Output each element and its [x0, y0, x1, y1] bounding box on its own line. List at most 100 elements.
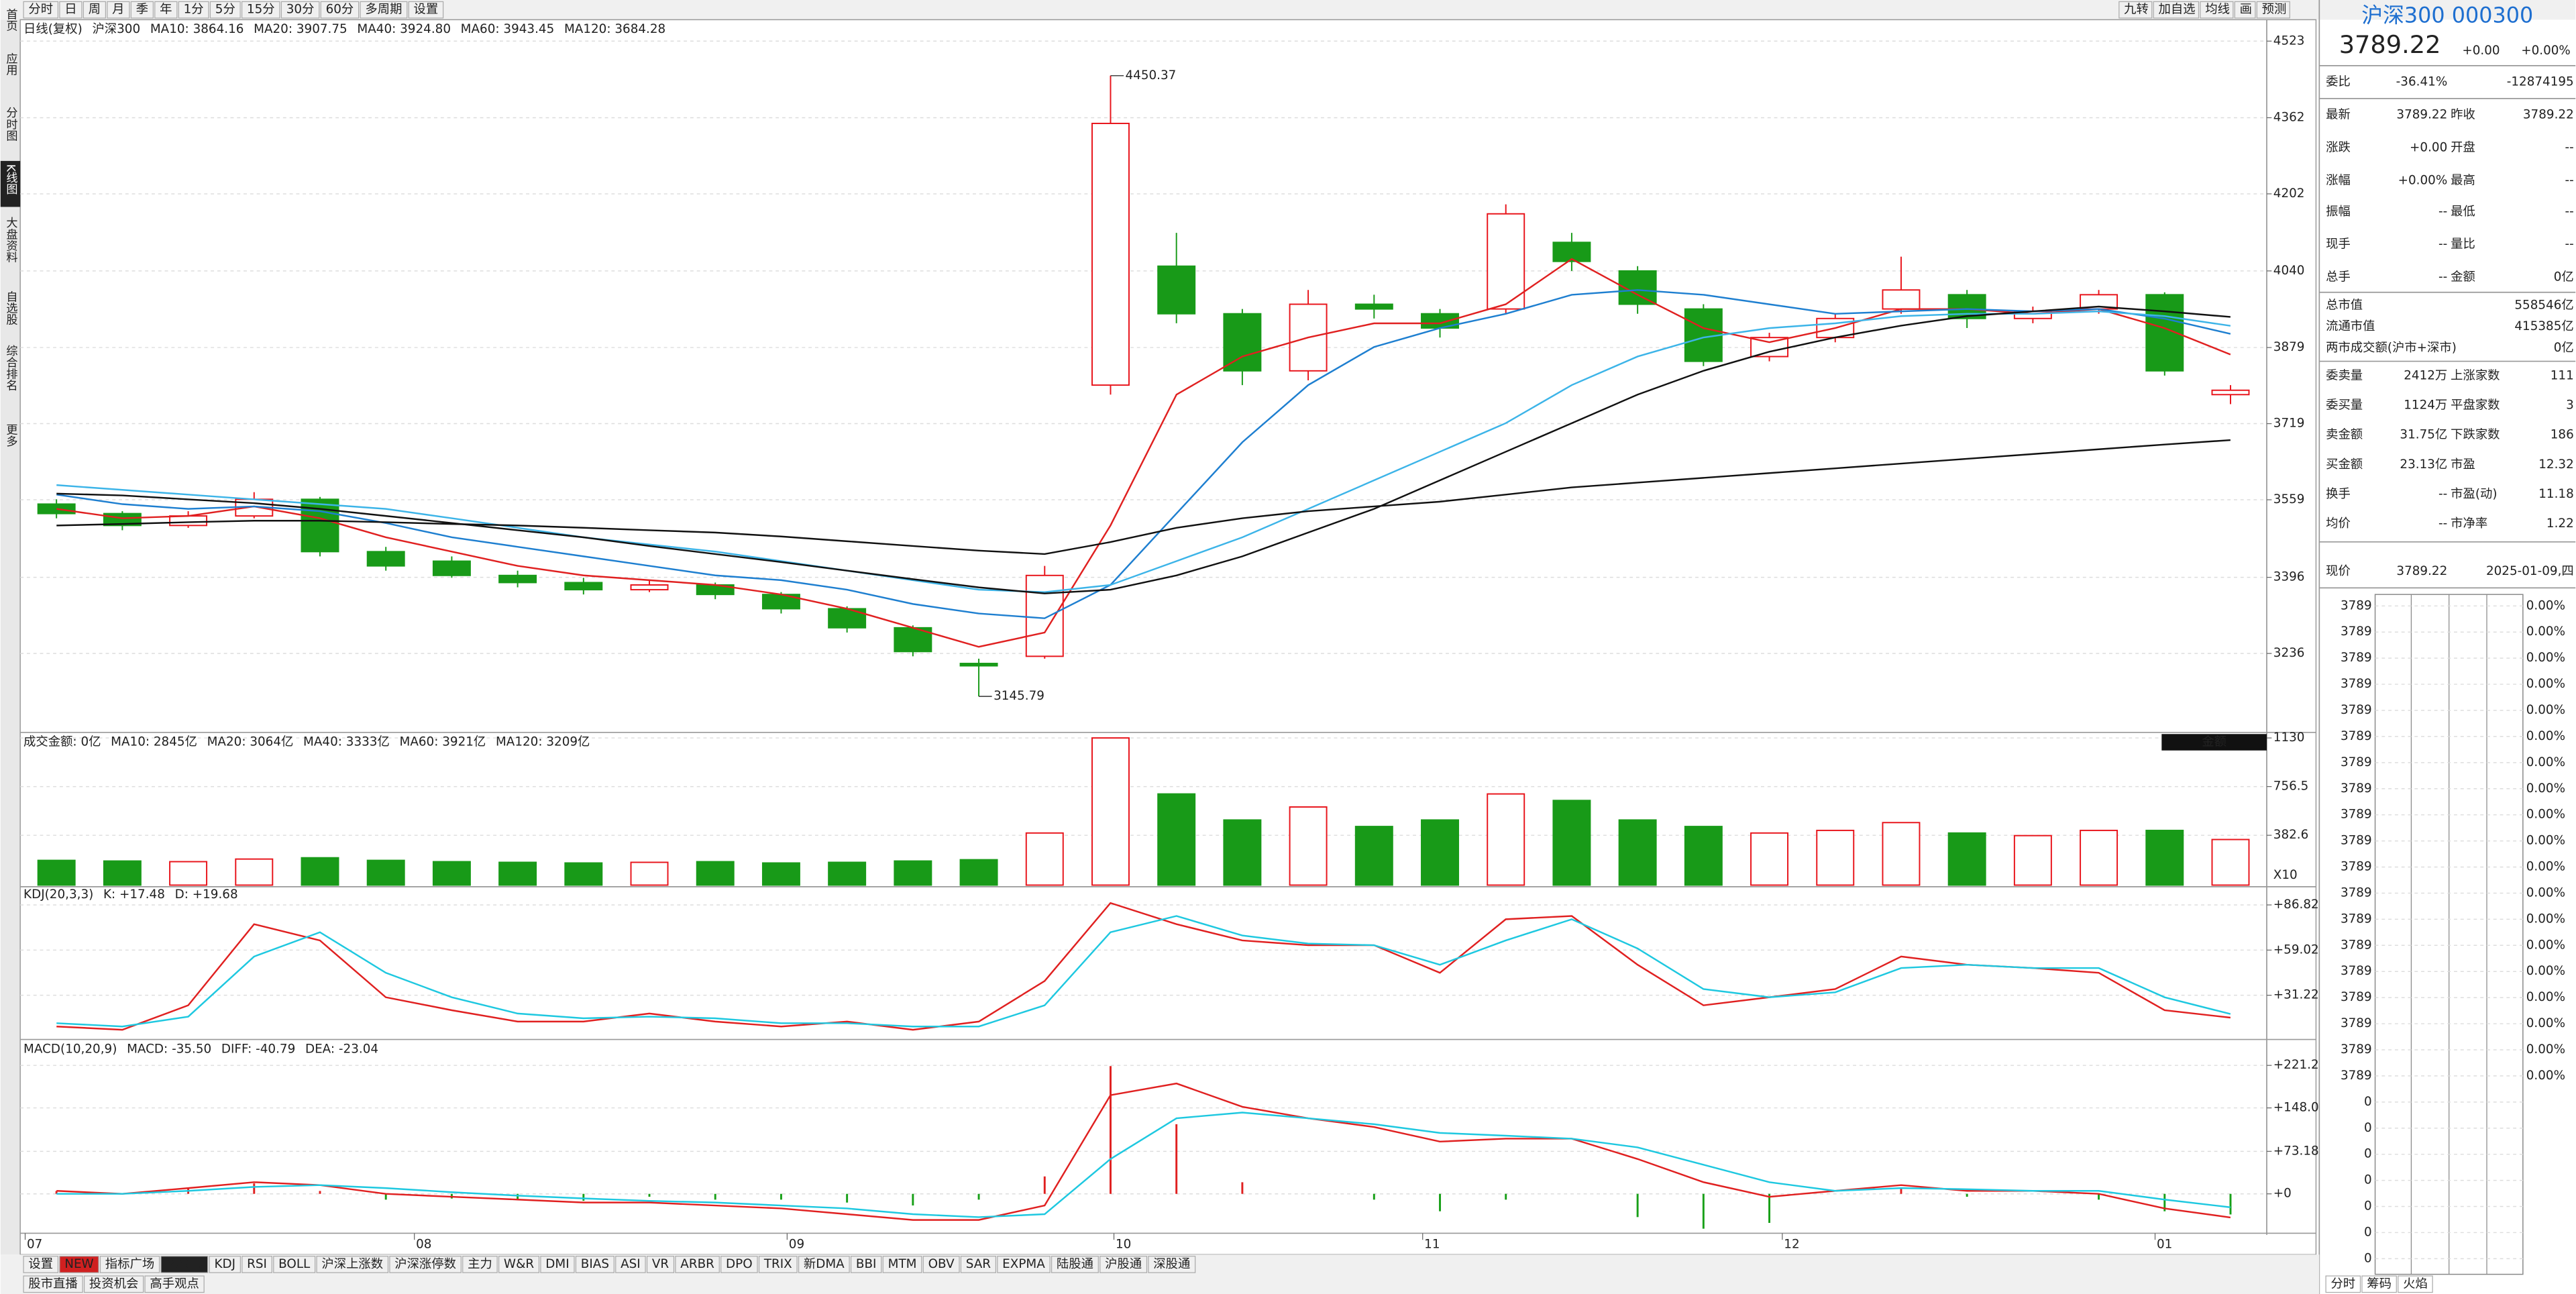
indicator-tab-border	[59, 1256, 99, 1273]
bottom-link[interactable]: 投资机会	[89, 1277, 138, 1291]
toolbar-button[interactable]: 日	[64, 3, 76, 17]
indicator-tab[interactable]: RSI	[247, 1257, 267, 1271]
panel-tab-border	[2398, 1275, 2433, 1293]
indicator-tab[interactable]: SAR	[966, 1257, 991, 1271]
legend-entry: MA40: 3924.80	[357, 22, 451, 36]
toolbar-button[interactable]: 多周期	[365, 3, 402, 17]
minute-pct: 0.00%	[2526, 677, 2565, 691]
quote-value: 11.18	[2538, 487, 2574, 501]
indicator-tab[interactable]: DPO	[726, 1257, 753, 1271]
candle-body	[1091, 123, 1130, 386]
quote-label: 量比	[2451, 237, 2475, 252]
bottom-link[interactable]: 股市直播	[28, 1277, 77, 1291]
candle-body	[37, 503, 76, 515]
sidebar-item[interactable]: 综合排名	[3, 345, 17, 391]
toolbar-button[interactable]: 季	[136, 3, 148, 17]
toolbar-button[interactable]: 分时	[28, 3, 53, 17]
indicator-tab[interactable]: BBI	[856, 1257, 877, 1271]
indicator-tab[interactable]: TRIX	[763, 1257, 792, 1271]
minute-pct: 0.00%	[2526, 834, 2565, 848]
y-tick-label: +59.02	[2273, 942, 2319, 957]
indicator-tab-border	[160, 1256, 209, 1273]
minute-price: 3789	[2341, 703, 2372, 717]
panel-tab[interactable]: 火焰	[2403, 1277, 2428, 1291]
sidebar-item[interactable]: 分时图	[3, 107, 17, 141]
indicator-tab[interactable]: BOLL	[278, 1257, 311, 1271]
toolbar-button[interactable]: 设置	[414, 3, 439, 17]
indicator-tab[interactable]: VR	[652, 1257, 669, 1271]
indicator-tab-border	[241, 1256, 272, 1273]
indicator-tab[interactable]: W&R	[504, 1257, 534, 1271]
toolbar-button[interactable]: 月	[112, 3, 124, 17]
quote-change-pct: +0.00%	[2521, 44, 2571, 58]
indicator-tab[interactable]: BIAS	[581, 1257, 609, 1271]
indicator-tab[interactable]: MACD	[166, 1257, 203, 1271]
panel-button-bg[interactable]	[2161, 734, 2267, 751]
indicator-tab[interactable]: ARBR	[680, 1257, 714, 1271]
indicator-tab[interactable]: 深股通	[1153, 1257, 1190, 1271]
toolbar-button[interactable]: 画	[2240, 3, 2252, 17]
sidebar-item[interactable]: 更多	[3, 424, 17, 447]
toolbar-button[interactable]: 60分	[326, 3, 354, 17]
panel-button[interactable]: 金额	[2202, 735, 2226, 749]
indicator-tab[interactable]: KDJ	[214, 1257, 235, 1271]
x-tick-label: 12	[1784, 1238, 1799, 1252]
minute-price: 0	[2364, 1251, 2372, 1265]
indicator-tab-border	[850, 1256, 882, 1273]
indicator-tab-border	[498, 1256, 540, 1273]
indicator-tab[interactable]: 新DMA	[804, 1257, 845, 1271]
minute-price: 3789	[2341, 651, 2372, 665]
quote-value: 111	[2551, 369, 2574, 383]
minute-price: 3789	[2341, 964, 2372, 978]
minute-pct: 0.00%	[2526, 1016, 2565, 1030]
minute-price: 3789	[2341, 1042, 2372, 1057]
indicator-tab[interactable]: OBV	[928, 1257, 955, 1271]
indicator-tab[interactable]: NEW	[64, 1257, 93, 1271]
quote-label: 现手	[2326, 237, 2351, 252]
indicator-tab[interactable]: 陆股通	[1057, 1257, 1093, 1271]
quote-value: --	[2438, 517, 2447, 531]
indicator-tab[interactable]: 沪深涨停数	[394, 1257, 456, 1271]
toolbar-button[interactable]: 九转	[2124, 3, 2149, 17]
sidebar-item[interactable]: 应用	[3, 52, 17, 76]
indicator-tab[interactable]: 主力	[468, 1257, 492, 1271]
indicator-tab[interactable]: 沪股通	[1105, 1257, 1142, 1271]
x-tick-label: 11	[1424, 1238, 1440, 1252]
toolbar-button[interactable]: 预测	[2262, 3, 2287, 17]
toolbar-button[interactable]: 均线	[2205, 3, 2230, 17]
sidebar-item[interactable]: 首页	[3, 8, 17, 31]
indicator-tab[interactable]: MTM	[888, 1257, 917, 1271]
legend-entry: MA60: 3921亿	[400, 735, 486, 749]
sidebar-item[interactable]: 自选股	[3, 290, 17, 325]
toolbar-button[interactable]: 30分	[286, 3, 315, 17]
indicator-tab[interactable]: DMI	[545, 1257, 569, 1271]
toolbar-button-border	[59, 1, 83, 19]
indicator-tab-border	[209, 1256, 241, 1273]
sidebar-item[interactable]: K线图	[3, 164, 17, 195]
candle-body	[2211, 389, 2250, 396]
toolbar-button[interactable]: 1分	[184, 3, 204, 17]
panel-tab[interactable]: 筹码	[2367, 1277, 2392, 1291]
indicator-tab[interactable]: EXPMA	[1002, 1257, 1045, 1271]
panel-tab[interactable]: 分时	[2330, 1277, 2355, 1291]
indicator-tab[interactable]: 沪深上涨数	[321, 1257, 383, 1271]
indicator-tab[interactable]: ASI	[621, 1257, 641, 1271]
x-tick-label: 08	[416, 1238, 431, 1252]
legend-entry: MA60: 3943.45	[461, 22, 555, 36]
quote-label: 流通市值	[2326, 319, 2375, 333]
legend-entry: MA40: 3333亿	[303, 735, 390, 749]
toolbar-button[interactable]: 15分	[247, 3, 275, 17]
toolbar-button[interactable]: 5分	[215, 3, 235, 17]
sidebar-item[interactable]: 大盘资料	[3, 217, 17, 263]
indicator-tab[interactable]: 设置	[28, 1257, 53, 1271]
minute-pct: 0.00%	[2526, 781, 2565, 796]
minute-pct: 0.00%	[2526, 990, 2565, 1004]
toolbar-button[interactable]: 周	[89, 3, 101, 17]
indicator-tab[interactable]: 指标广场	[105, 1257, 154, 1271]
minute-pct: 0.00%	[2526, 1069, 2565, 1083]
toolbar-button[interactable]: 加自选	[2159, 3, 2196, 17]
indicator-tab-border	[1148, 1256, 1196, 1273]
bottom-link[interactable]: 高手观点	[150, 1277, 199, 1291]
toolbar-button[interactable]: 年	[160, 3, 172, 17]
